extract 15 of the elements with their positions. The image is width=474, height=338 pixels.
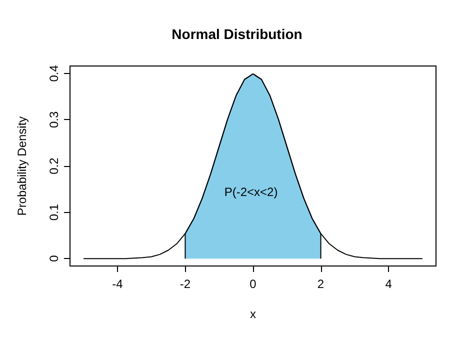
y-tick-label: 0.4	[47, 64, 61, 82]
y-tick-label: 0.3	[47, 111, 61, 128]
x-tick-label: 2	[317, 277, 324, 291]
x-tick-label: -4	[112, 277, 124, 291]
chart-title: Normal Distribution	[172, 26, 302, 42]
x-tick-label: 0	[250, 277, 257, 291]
x-tick-label: 4	[385, 277, 392, 291]
y-axis-title: Probability Density	[15, 116, 29, 216]
y-tick-label: 0	[47, 254, 61, 262]
x-tick-label: -2	[180, 277, 191, 291]
y-tick-label: 0.1	[47, 204, 61, 221]
x-axis-title: x	[250, 307, 256, 321]
annotation: P(-2<x<2)	[224, 185, 278, 199]
y-tick-label: 0.2	[47, 157, 61, 174]
line-series	[83, 73, 423, 260]
